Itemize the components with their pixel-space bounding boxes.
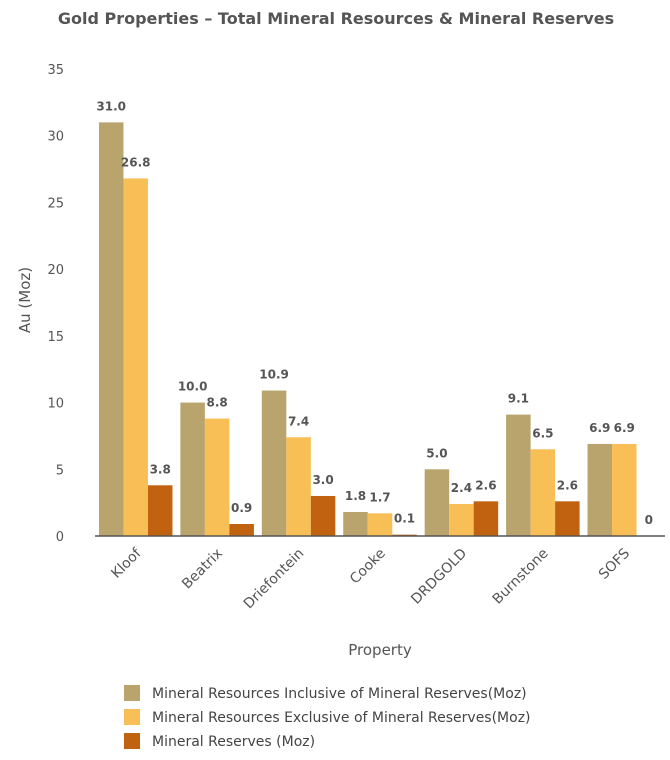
- bar: [449, 503, 474, 536]
- data-label: 6.9: [589, 421, 610, 435]
- y-tick-label: 0: [56, 530, 64, 545]
- y-tick-label: 30: [47, 130, 64, 145]
- legend-swatch: [124, 733, 140, 749]
- data-label: 31.0: [96, 99, 126, 113]
- bars: 31.0 26.8 3.8 10.0 8.8 0.9 10.9 7.4 3.0 1.8 1.7 0.1…: [96, 99, 653, 536]
- data-label: 6.5: [532, 426, 553, 440]
- x-tick-label: Beatrix: [179, 546, 226, 593]
- bar: [473, 501, 499, 536]
- data-label: 2.4: [451, 481, 472, 495]
- data-label: 26.8: [121, 155, 151, 169]
- bar: [367, 513, 393, 536]
- data-label: 0.9: [231, 501, 252, 515]
- bar: [310, 495, 336, 536]
- y-tick-label: 35: [47, 63, 64, 78]
- bar: [286, 437, 311, 536]
- data-label: 2.6: [557, 478, 578, 492]
- data-label: 1.8: [345, 489, 366, 503]
- bar: [555, 501, 580, 536]
- data-label: 6.9: [614, 421, 635, 435]
- data-label: 9.1: [508, 392, 529, 406]
- y-tick-label: 15: [47, 330, 64, 345]
- data-label: 1.7: [369, 490, 390, 504]
- bar: [147, 485, 173, 536]
- y-tick-label: 25: [47, 196, 64, 211]
- bar: [123, 178, 148, 536]
- x-axis-title: Property: [348, 641, 412, 659]
- x-tick-label: SOFS: [596, 545, 633, 582]
- data-label: 2.6: [475, 478, 496, 492]
- bar: [424, 469, 450, 536]
- data-label: 3.0: [312, 473, 333, 487]
- legend-label: Mineral Resources Exclusive of Mineral R…: [152, 710, 531, 726]
- bar: [612, 443, 637, 536]
- y-tick-label: 20: [47, 263, 64, 278]
- y-axis: 0 5 10 15 20 25 30 35: [47, 63, 64, 545]
- data-label: 10.9: [259, 368, 289, 382]
- bar: [261, 390, 287, 536]
- data-label: 8.8: [207, 396, 228, 410]
- bar: [180, 402, 205, 536]
- bar: [506, 414, 531, 536]
- bar: [587, 443, 613, 536]
- x-tick-label: Driefontein: [241, 546, 308, 613]
- legend-swatch: [124, 685, 140, 701]
- bar: [98, 122, 124, 536]
- legend-label: Mineral Reserves (Moz): [152, 734, 315, 750]
- bar: [530, 449, 556, 536]
- x-tick-label: Burnstone: [490, 546, 552, 608]
- legend: Mineral Resources Inclusive of Mineral R…: [124, 685, 531, 750]
- y-tick-label: 10: [47, 397, 64, 412]
- data-label: 3.8: [150, 462, 171, 476]
- x-tick-label: Kloof: [108, 545, 145, 582]
- x-tick-label: Cooke: [347, 546, 389, 588]
- data-label: 0: [645, 513, 653, 527]
- y-axis-title: Au (Moz): [16, 267, 34, 333]
- x-axis: Kloof Beatrix Driefontein Cooke DRDGOLD Burns…: [108, 545, 633, 612]
- data-label: 0.1: [394, 512, 415, 526]
- bar: [229, 523, 254, 536]
- bar: [343, 511, 368, 536]
- y-tick-label: 5: [56, 463, 64, 478]
- legend-swatch: [124, 709, 140, 725]
- data-label: 10.0: [178, 380, 208, 394]
- data-label: 7.4: [288, 414, 309, 428]
- bar: [204, 418, 230, 536]
- legend-label: Mineral Resources Inclusive of Mineral R…: [152, 686, 527, 702]
- x-tick-label: DRDGOLD: [408, 546, 470, 608]
- chart-title: Gold Properties – Total Mineral Resource…: [58, 9, 614, 28]
- data-label: 5.0: [426, 446, 447, 460]
